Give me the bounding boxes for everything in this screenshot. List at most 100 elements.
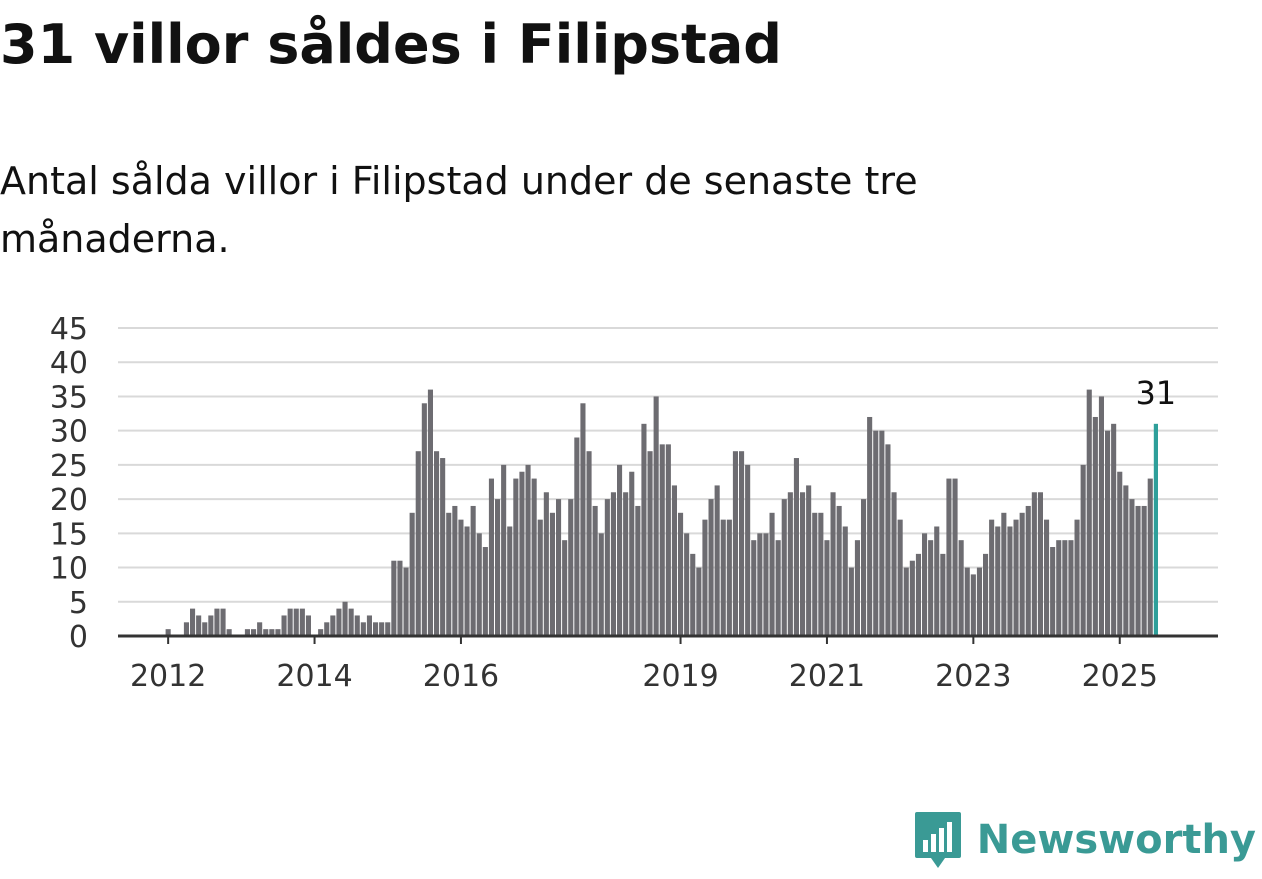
bar [379, 622, 385, 636]
bar [1044, 519, 1050, 636]
bar [976, 567, 982, 636]
bar [409, 512, 415, 636]
bar [1141, 505, 1147, 636]
bar [653, 396, 659, 636]
bar [366, 615, 372, 636]
bar [867, 416, 873, 636]
bar [726, 519, 732, 636]
bar [757, 533, 763, 636]
bar [208, 615, 214, 636]
bar [928, 540, 934, 636]
bar [1147, 478, 1153, 636]
x-tick-label: 2021 [789, 659, 865, 694]
bar [592, 505, 598, 636]
bar [488, 478, 494, 636]
bar [562, 540, 568, 636]
bar [305, 615, 311, 636]
bar [830, 492, 836, 636]
bar [751, 540, 757, 636]
bar [427, 389, 433, 636]
bar [800, 492, 806, 636]
bar [684, 533, 690, 636]
bar [714, 485, 720, 636]
bar [1062, 540, 1068, 636]
bar [1105, 430, 1111, 636]
bar [482, 547, 488, 636]
bar [806, 485, 812, 636]
bar [812, 512, 818, 636]
bar [763, 533, 769, 636]
bar [165, 629, 171, 636]
bar [952, 478, 958, 636]
bar [1111, 423, 1117, 636]
bar [946, 478, 952, 636]
y-tick-label: 45 [50, 312, 88, 347]
bar [183, 622, 189, 636]
bar [690, 553, 696, 636]
bar [775, 540, 781, 636]
bar [421, 403, 427, 636]
bar [915, 553, 921, 636]
newsworthy-logo-icon [914, 812, 961, 868]
bar [251, 629, 257, 636]
bar [958, 540, 964, 636]
bar [385, 622, 391, 636]
bar [1080, 464, 1086, 636]
bar [891, 492, 897, 636]
bar [293, 608, 299, 636]
x-tick-label: 2012 [130, 659, 206, 694]
bar [330, 615, 336, 636]
bar [476, 533, 482, 636]
bar [1013, 519, 1019, 636]
bar [739, 451, 745, 636]
y-tick-label: 35 [50, 380, 88, 415]
bar [989, 519, 995, 636]
bar [934, 526, 940, 636]
bar [190, 608, 196, 636]
x-tick-label: 2019 [642, 659, 718, 694]
y-tick-label: 5 [69, 586, 88, 621]
bar [745, 464, 751, 636]
highlight-bar [1153, 423, 1158, 636]
bar [324, 622, 330, 636]
bar [1123, 485, 1129, 636]
bar [1025, 505, 1031, 636]
bar [647, 451, 653, 636]
bar [281, 615, 287, 636]
bar [641, 423, 647, 636]
bar [1117, 471, 1123, 636]
bar [269, 629, 275, 636]
bar [342, 601, 348, 636]
y-tick-label: 15 [50, 517, 88, 552]
bar [1098, 396, 1104, 636]
bar [1001, 512, 1007, 636]
bar [501, 464, 507, 636]
bar [848, 567, 854, 636]
bar [202, 622, 208, 636]
bar [549, 512, 555, 636]
bar [873, 430, 879, 636]
x-tick-label: 2016 [423, 659, 499, 694]
bar [226, 629, 232, 636]
bar [720, 519, 726, 636]
bar [531, 478, 537, 636]
bar [360, 622, 366, 636]
bar [348, 608, 354, 636]
bar [665, 444, 671, 636]
bar [257, 622, 263, 636]
bar [1007, 526, 1013, 636]
bar [623, 492, 629, 636]
brand-name: Newsworthy [976, 817, 1256, 863]
bar [458, 519, 464, 636]
bar [983, 553, 989, 636]
bar [617, 464, 623, 636]
bar [818, 512, 824, 636]
bar [732, 451, 738, 636]
bar [1056, 540, 1062, 636]
bar [861, 499, 867, 636]
bar [1135, 505, 1141, 636]
bar [964, 567, 970, 636]
x-tick-label: 2023 [935, 659, 1011, 694]
bar [879, 430, 885, 636]
bar [604, 499, 610, 636]
